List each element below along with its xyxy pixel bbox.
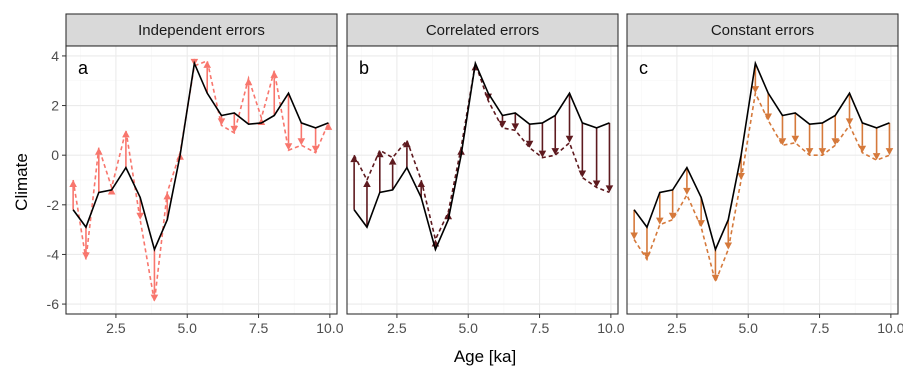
- facet-strip-label: Constant errors: [711, 22, 814, 39]
- facet-strip: [626, 13, 899, 47]
- x-tick-label: 2.5: [387, 320, 407, 336]
- panel-letter: c: [639, 58, 648, 78]
- x-tick-label: 2.5: [667, 320, 687, 336]
- true-series-line: [72, 60, 329, 252]
- error-arrowhead: [511, 123, 520, 131]
- x-tick-label: 10.0: [316, 320, 343, 336]
- true-series-line: [353, 60, 610, 252]
- observed-series-line: [353, 63, 610, 242]
- error-arrowhead: [350, 155, 358, 163]
- error-arrowhead: [668, 212, 677, 220]
- facet-strip-label: Independent errors: [138, 22, 265, 39]
- x-tick-label: 5.0: [459, 320, 479, 336]
- error-arrowhead: [885, 148, 894, 156]
- error-arrowhead: [376, 150, 384, 158]
- x-tick-label: 7.5: [810, 320, 830, 336]
- error-arrowhead: [751, 86, 760, 94]
- y-tick-label: -2: [47, 197, 60, 213]
- y-tick-label: -4: [47, 246, 60, 262]
- true-series-line: [633, 60, 890, 252]
- panel-letter: a: [78, 58, 89, 78]
- axes-layer: 4 2 0 -2 -4 -6: [47, 48, 66, 312]
- error-arrowhead: [403, 140, 411, 148]
- panel-plot-area: [347, 46, 618, 314]
- error-arrowhead: [683, 187, 691, 195]
- panel-border: [65, 45, 338, 315]
- observed-series-line: [72, 59, 330, 302]
- panel-a: Independent errors a 2.5 5.0 7.5 10.0: [65, 13, 344, 336]
- error-arrowhead: [388, 157, 397, 165]
- error-arrowhead: [363, 180, 371, 187]
- error-arrowhead: [872, 153, 881, 161]
- y-tick-label: -6: [47, 296, 60, 312]
- error-arrowhead: [778, 138, 787, 146]
- error-arrowhead: [831, 138, 840, 146]
- panel-letter: b: [359, 58, 369, 78]
- panel-border: [346, 45, 619, 315]
- facet-strip: [65, 13, 338, 47]
- error-arrowhead: [551, 148, 560, 156]
- panel-b: Correlated errors b 2.5 5.0 7.5 10.0: [346, 13, 625, 336]
- x-tick-label: 7.5: [530, 320, 550, 336]
- error-arrowhead: [538, 150, 547, 158]
- error-arrowhead: [858, 145, 867, 153]
- x-tick-label: 10.0: [877, 320, 903, 336]
- x-tick-label: 7.5: [249, 320, 269, 336]
- x-axis-title: Age [ka]: [454, 347, 516, 366]
- error-arrowhead: [805, 148, 814, 156]
- y-tick-label: 4: [51, 48, 59, 64]
- error-arrowhead: [417, 180, 425, 187]
- x-tick-label: 5.0: [739, 320, 759, 336]
- error-arrowhead: [791, 135, 800, 143]
- error-arrowhead: [592, 180, 601, 188]
- error-arrowhead: [605, 185, 614, 193]
- panel-c: Constant errors c 2.5 5.0 7.5 10.0: [626, 13, 903, 336]
- error-arrowhead: [818, 148, 827, 156]
- error-arrowhead: [630, 232, 638, 240]
- error-arrowhead: [845, 118, 854, 126]
- y-tick-label: 2: [51, 98, 59, 114]
- y-tick-label: 0: [51, 147, 59, 163]
- panel-border: [626, 45, 899, 315]
- panel-plot-area: [627, 46, 898, 314]
- error-arrowhead: [297, 138, 306, 146]
- error-arrowhead: [764, 113, 773, 121]
- error-arrowhead: [107, 187, 116, 195]
- error-arrowhead: [565, 135, 574, 143]
- panel-plot-area: [66, 46, 337, 314]
- error-arrowhead: [656, 217, 664, 225]
- y-axis-title: Climate: [12, 153, 31, 211]
- x-tick-label: 10.0: [597, 320, 624, 336]
- observed-series-line: [633, 90, 890, 285]
- error-arrowhead: [82, 252, 90, 260]
- x-tick-label: 2.5: [106, 320, 126, 336]
- error-arrowhead: [163, 192, 172, 200]
- error-arrowhead: [498, 120, 507, 128]
- error-arrowhead: [697, 220, 705, 228]
- facet-strip: [346, 13, 619, 47]
- error-arrowhead: [270, 70, 279, 78]
- facet-strip-label: Correlated errors: [426, 22, 539, 39]
- error-arrowhead: [525, 140, 534, 148]
- x-tick-label: 5.0: [178, 320, 198, 336]
